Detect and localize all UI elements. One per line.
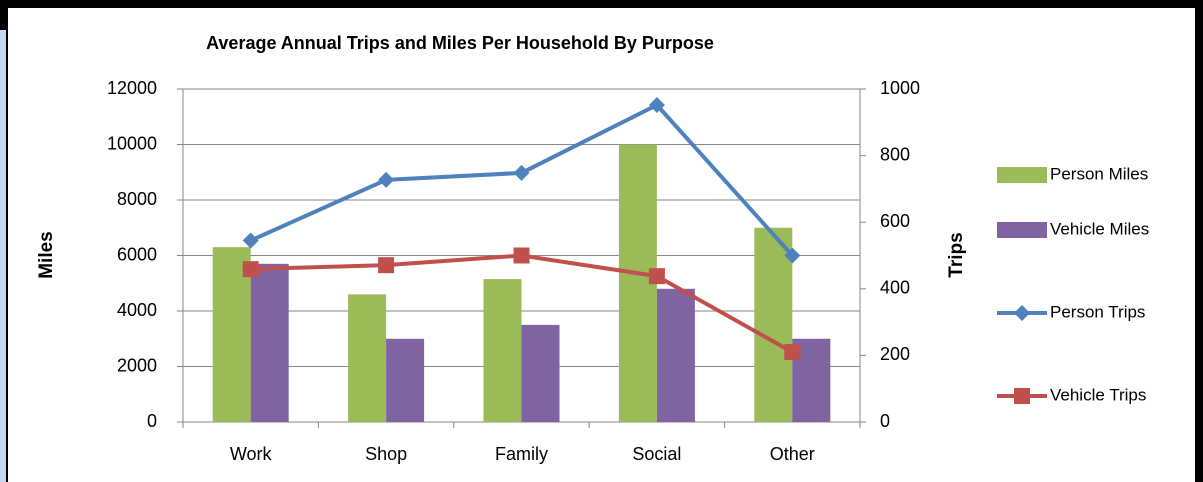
x-tick-label: Family bbox=[495, 444, 548, 464]
chart-area bbox=[8, 8, 1195, 482]
line-marker bbox=[648, 96, 665, 113]
side-strip bbox=[0, 30, 6, 482]
y2-axis-title: Trips bbox=[946, 232, 967, 277]
y-tick-label: 8000 bbox=[117, 189, 157, 209]
line-marker bbox=[648, 268, 665, 285]
legend-swatch bbox=[997, 167, 1047, 183]
line-marker bbox=[513, 247, 530, 264]
y2-tick-label: 400 bbox=[880, 278, 910, 298]
line-marker bbox=[513, 164, 530, 181]
x-tick-label: Social bbox=[632, 444, 681, 464]
line-marker bbox=[784, 344, 801, 361]
legend-label: Vehicle Miles bbox=[1050, 219, 1149, 238]
legend-label: Person Miles bbox=[1050, 164, 1148, 183]
x-tick-label: Shop bbox=[365, 444, 407, 464]
chart-title: Average Annual Trips and Miles Per House… bbox=[206, 33, 714, 53]
bar bbox=[483, 279, 522, 422]
y2-tick-label: 800 bbox=[880, 144, 910, 164]
y-tick-label: 10000 bbox=[107, 133, 157, 153]
bar bbox=[386, 338, 425, 422]
bar bbox=[754, 227, 793, 422]
x-tick-label: Work bbox=[230, 444, 273, 464]
bar bbox=[521, 324, 560, 422]
y-tick-label: 12000 bbox=[107, 78, 157, 98]
line-marker bbox=[242, 261, 259, 278]
bar bbox=[250, 263, 289, 422]
bar bbox=[656, 288, 695, 422]
line-marker bbox=[784, 247, 801, 264]
y2-tick-label: 0 bbox=[880, 411, 890, 431]
legend-label: Vehicle Trips bbox=[1050, 385, 1146, 404]
y2-tick-label: 200 bbox=[880, 344, 910, 364]
y-tick-label: 2000 bbox=[117, 355, 157, 375]
legend-label: Person Trips bbox=[1050, 302, 1145, 321]
y-tick-label: 0 bbox=[147, 411, 157, 431]
y2-tick-label: 600 bbox=[880, 211, 910, 231]
legend-marker bbox=[1014, 305, 1030, 321]
line-marker bbox=[378, 257, 395, 274]
x-tick-label: Other bbox=[770, 444, 815, 464]
legend-swatch bbox=[997, 222, 1047, 238]
bar bbox=[348, 294, 387, 422]
y-tick-label: 4000 bbox=[117, 300, 157, 320]
line-marker bbox=[378, 171, 395, 188]
legend-marker bbox=[1014, 388, 1030, 404]
line-marker bbox=[242, 232, 259, 249]
y2-tick-label: 1000 bbox=[880, 78, 920, 98]
y-tick-label: 6000 bbox=[117, 244, 157, 264]
y-axis-title: Miles bbox=[36, 231, 57, 279]
